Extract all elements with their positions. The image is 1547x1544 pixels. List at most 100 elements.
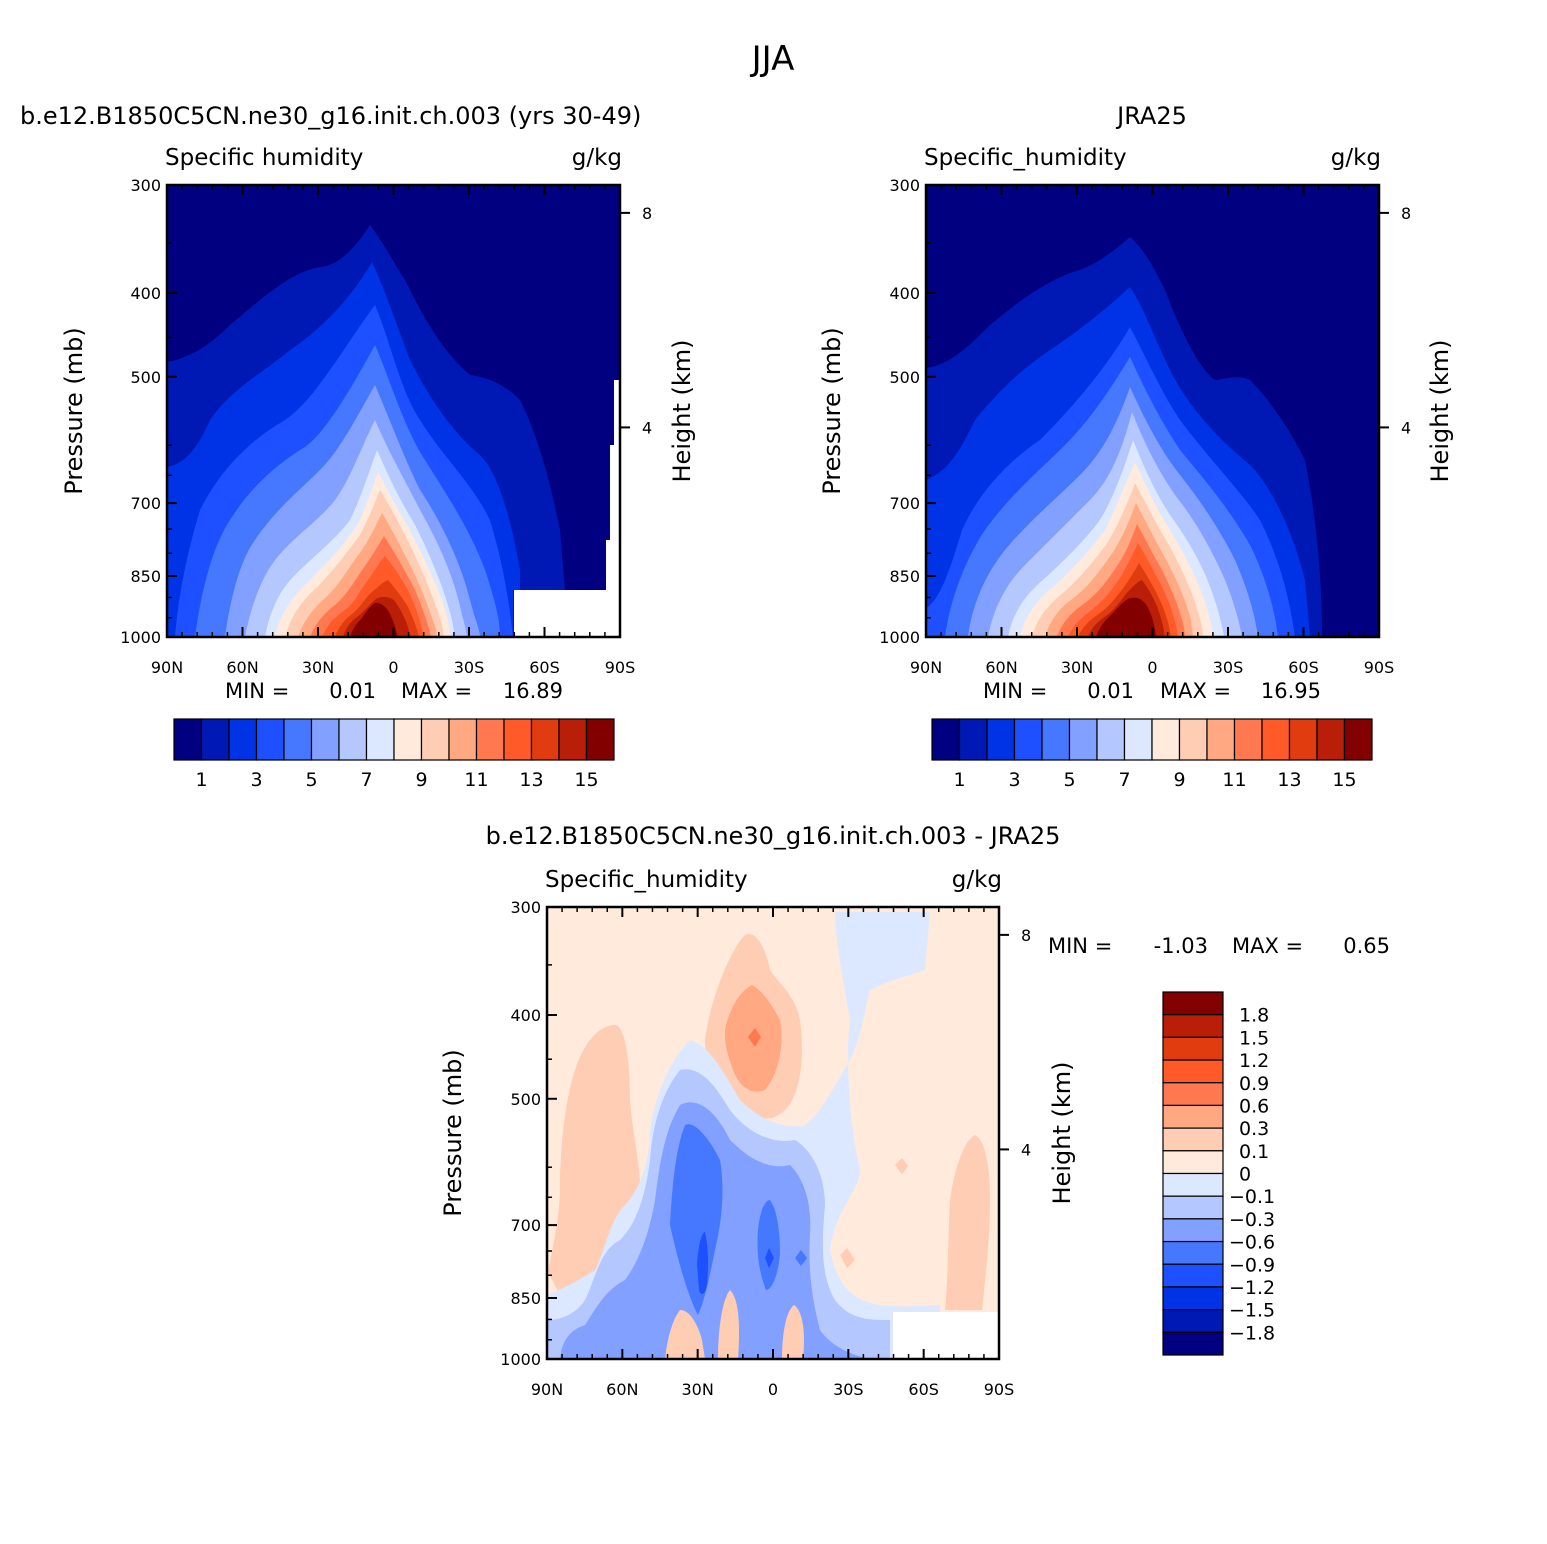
model-fill-level-15	[350, 602, 398, 637]
diff-variable-label: Specific_humidity	[545, 867, 748, 893]
diff-panel-title: b.e12.B1850C5CN.ne30_g16.init.ch.003 - J…	[486, 822, 1061, 850]
height-tick-label: 8	[1401, 204, 1411, 223]
latitude-tick-label: 60S	[908, 1380, 939, 1399]
diff-colorbar-box	[1162, 1240, 1224, 1265]
colorbar-box	[1151, 718, 1181, 761]
colorbar-box	[1233, 718, 1263, 761]
model-right-label: Height (km)	[668, 340, 696, 483]
model-contour-fill	[167, 185, 620, 637]
pressure-tick-label: 1000	[120, 628, 161, 647]
diff-colorbar-label: 0.9	[1239, 1073, 1269, 1095]
diff-colorbar-label: −1.2	[1229, 1277, 1275, 1299]
model-height-ticks: 84	[620, 204, 652, 437]
obs-max-label: MAX =	[1160, 679, 1231, 703]
pressure-tick-label: 400	[889, 284, 920, 303]
diff-colorbar-box	[1162, 1127, 1224, 1152]
latitude-tick-label: 60N	[226, 658, 258, 677]
latitude-tick-label: 0	[1147, 658, 1157, 677]
colorbar-label: 7	[1118, 769, 1130, 791]
diff-colorbar-box	[1162, 1309, 1224, 1333]
latitude-tick-label: 30N	[682, 1380, 714, 1399]
diff-colorbar-label: −0.1	[1229, 1186, 1275, 1208]
diff-fill-neg-core-1	[697, 1232, 709, 1295]
model-missing-region	[514, 590, 620, 637]
colorbar-label: 11	[464, 769, 488, 791]
diff-units-label: g/kg	[952, 867, 1002, 893]
diff-colorbar-label: −0.6	[1229, 1232, 1275, 1254]
diff-colorbar-box	[1162, 1331, 1224, 1356]
model-y-ticks: 300 400 500 700 850 1000	[120, 176, 177, 647]
diff-max-label: MAX =	[1232, 934, 1303, 958]
diff-colorbar-box	[1162, 1218, 1224, 1243]
colorbar-box	[200, 718, 230, 761]
diff-colorbar-box	[1162, 1082, 1224, 1107]
diff-fill-neg-core-3	[795, 1250, 807, 1266]
diff-fill-pos-mid-core	[748, 1028, 761, 1047]
diff-colorbar-label: 1.2	[1239, 1050, 1269, 1072]
colorbar-box	[173, 718, 203, 761]
colorbar-box	[1123, 718, 1153, 761]
colorbar-box	[1041, 718, 1071, 761]
colorbar-box	[1096, 718, 1126, 761]
pressure-tick-label: 700	[130, 494, 161, 513]
diff-colorbar-label: 0	[1239, 1164, 1251, 1186]
latitude-tick-label: 30N	[1061, 658, 1093, 677]
pressure-tick-label: 500	[130, 368, 161, 387]
diff-colorbar-box	[1162, 1036, 1224, 1061]
obs-min-value: 0.01	[1087, 679, 1134, 703]
colorbar-label: 7	[360, 769, 372, 791]
model-variable-label: Specific humidity	[165, 145, 363, 171]
model-min-value: 0.01	[329, 679, 376, 703]
obs-panel-title: JRA25	[1115, 102, 1187, 130]
diff-x-ticks: 90N 60N 30N 0 30S 60S 90S	[531, 907, 1014, 1399]
model-panel: b.e12.B1850C5CN.ne30_g16.init.ch.003 (yr…	[20, 102, 696, 791]
pressure-tick-label: 850	[889, 567, 920, 586]
colorbar-box	[420, 718, 450, 761]
pressure-tick-label: 300	[130, 176, 161, 195]
height-tick-label: 8	[642, 204, 652, 223]
diff-fill-pos-dot-1	[895, 1158, 908, 1174]
colorbar-box	[1316, 718, 1346, 761]
diff-colorbar-label: 0.3	[1239, 1118, 1269, 1140]
colorbar-box	[530, 718, 560, 761]
diff-fill-pos-dot-2	[840, 1248, 855, 1268]
pressure-tick-label: 500	[889, 368, 920, 387]
pressure-tick-label: 1000	[500, 1350, 541, 1369]
colorbar-box	[283, 718, 313, 761]
diff-right-label: Height (km)	[1048, 1062, 1076, 1205]
diff-colorbar-box	[1162, 1104, 1224, 1129]
colorbar-box	[448, 718, 478, 761]
colorbar-box	[986, 718, 1016, 761]
diff-fill-pos-south	[945, 1135, 990, 1310]
obs-right-label: Height (km)	[1426, 340, 1454, 483]
figure-title: JJA	[750, 39, 795, 79]
diff-colorbar-box	[1162, 1195, 1224, 1220]
latitude-tick-label: 0	[768, 1380, 778, 1399]
latitude-tick-label: 30N	[302, 658, 334, 677]
diff-colorbar-label: −1.5	[1229, 1300, 1275, 1322]
height-tick-label: 4	[1021, 1140, 1031, 1159]
diff-y-ticks: 300 400 500 700 850 1000	[500, 898, 557, 1369]
latitude-tick-label: 0	[388, 658, 398, 677]
colorbar-box	[1261, 718, 1291, 761]
colorbar-box	[228, 718, 258, 761]
colorbar-box	[393, 718, 423, 761]
latitude-tick-label: 90S	[1364, 658, 1395, 677]
diff-height-ticks: 84	[999, 926, 1031, 1159]
colorbar-box	[365, 718, 395, 761]
colorbar-box	[255, 718, 285, 761]
diff-colorbar-box	[1162, 1150, 1224, 1175]
latitude-tick-label: 30S	[454, 658, 485, 677]
colorbar-label: 13	[1277, 769, 1301, 791]
diff-fill-pos-low-2	[718, 1290, 740, 1359]
obs-fill-level-15	[1096, 597, 1156, 637]
diff-min-value: -1.03	[1154, 934, 1208, 958]
colorbar-label: 1	[953, 769, 965, 791]
diff-missing-region	[893, 1312, 999, 1359]
diff-fill-neg-core-2	[765, 1248, 774, 1268]
pressure-tick-label: 700	[510, 1216, 541, 1235]
model-panel-title: b.e12.B1850C5CN.ne30_g16.init.ch.003 (yr…	[20, 102, 641, 130]
model-missing-edge	[606, 380, 620, 637]
diff-colorbar-box	[1162, 991, 1224, 1016]
